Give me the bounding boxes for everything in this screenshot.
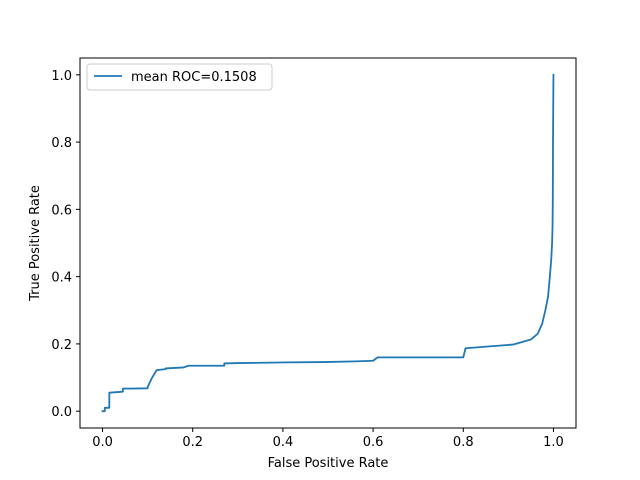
x-axis-label: False Positive Rate — [268, 456, 389, 471]
x-tick-label: 1.0 — [543, 435, 564, 450]
legend-box — [86, 63, 273, 91]
y-tick-label: 0.2 — [51, 338, 72, 353]
legend: mean ROC=0.1508 — [86, 63, 273, 91]
y-tick-label: 0.0 — [51, 405, 72, 420]
x-tick-label: 0.6 — [363, 435, 384, 450]
x-tick-label: 0.2 — [182, 435, 203, 450]
roc-curve-line — [101, 73, 555, 413]
y-axis-label: True Positive Rate — [28, 185, 43, 302]
x-tick-label: 0.4 — [273, 435, 294, 450]
plot-frame — [79, 57, 577, 429]
y-axis-ticks: 0.0 0.2 0.4 0.6 0.8 1.0 — [51, 69, 80, 420]
x-tick-label: 0.8 — [453, 435, 474, 450]
y-tick-label: 0.4 — [51, 271, 72, 286]
y-tick-label: 0.8 — [51, 136, 72, 151]
legend-entry-label: mean ROC=0.1508 — [131, 70, 257, 85]
series-layer — [101, 73, 555, 413]
plot-background — [80, 58, 576, 428]
y-tick-label: 1.0 — [51, 69, 72, 84]
x-axis-ticks: 0.0 0.2 0.4 0.6 0.8 1.0 — [92, 428, 564, 450]
x-tick-label: 0.0 — [92, 435, 113, 450]
y-tick-label: 0.6 — [51, 203, 72, 218]
